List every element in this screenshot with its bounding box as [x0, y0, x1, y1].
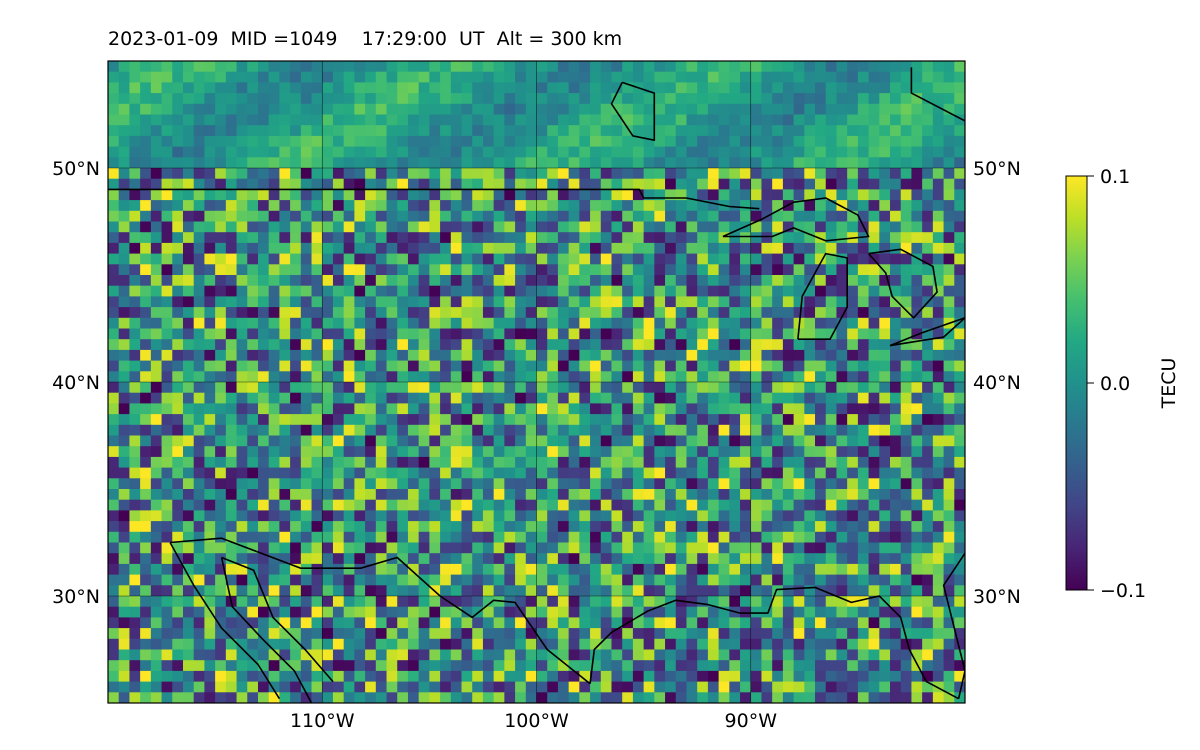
colorbar-label: TECU	[1158, 358, 1180, 410]
baja-california-line	[169, 542, 281, 700]
lake-superior-line	[722, 197, 870, 242]
lat-label-left: 30°N	[52, 586, 100, 608]
lon-label: 100°W	[504, 710, 569, 732]
colorbar	[1065, 175, 1088, 591]
colorbar-tick-label: 0.0	[1100, 373, 1130, 395]
lat-label-left: 40°N	[52, 372, 100, 394]
coastlines	[108, 67, 965, 703]
colorbar-ticks: 0.1 0.0 −0.1	[1087, 166, 1146, 602]
tec-field	[108, 61, 965, 703]
lake-huron-line	[868, 248, 938, 319]
gulf-of-california-line	[220, 557, 313, 703]
lat-label-left: 50°N	[52, 158, 100, 180]
figure-title: 2023-01-09 MID =1049 17:29:00 UT Alt = 3…	[108, 28, 623, 50]
colorbar-tick-label: 0.1	[1100, 166, 1130, 188]
gulf-coast-line	[589, 586, 959, 700]
us-mexico-border-line	[170, 537, 591, 685]
graticule	[108, 61, 965, 703]
map-tick-labels: 30°N 30°N 40°N 40°N 50°N 50°N 110°W 100°W 90°W	[52, 158, 1021, 732]
map-frame	[107, 60, 966, 704]
canada-us-border-line	[108, 188, 760, 210]
canadian-shore-line	[610, 81, 656, 141]
lat-label-right: 50°N	[973, 158, 1021, 180]
lon-label: 110°W	[290, 710, 355, 732]
lat-label-right: 40°N	[973, 372, 1021, 394]
lon-label: 90°W	[725, 710, 778, 732]
hudson-bay-edge-line	[910, 67, 965, 122]
lake-erie-line	[889, 316, 965, 347]
colorbar-tick-label: −0.1	[1100, 580, 1146, 602]
atlantic-coast-line	[942, 552, 965, 699]
lake-michigan-line	[797, 252, 849, 341]
mexico-west-coast-line	[221, 556, 334, 683]
lat-label-right: 30°N	[973, 586, 1021, 608]
